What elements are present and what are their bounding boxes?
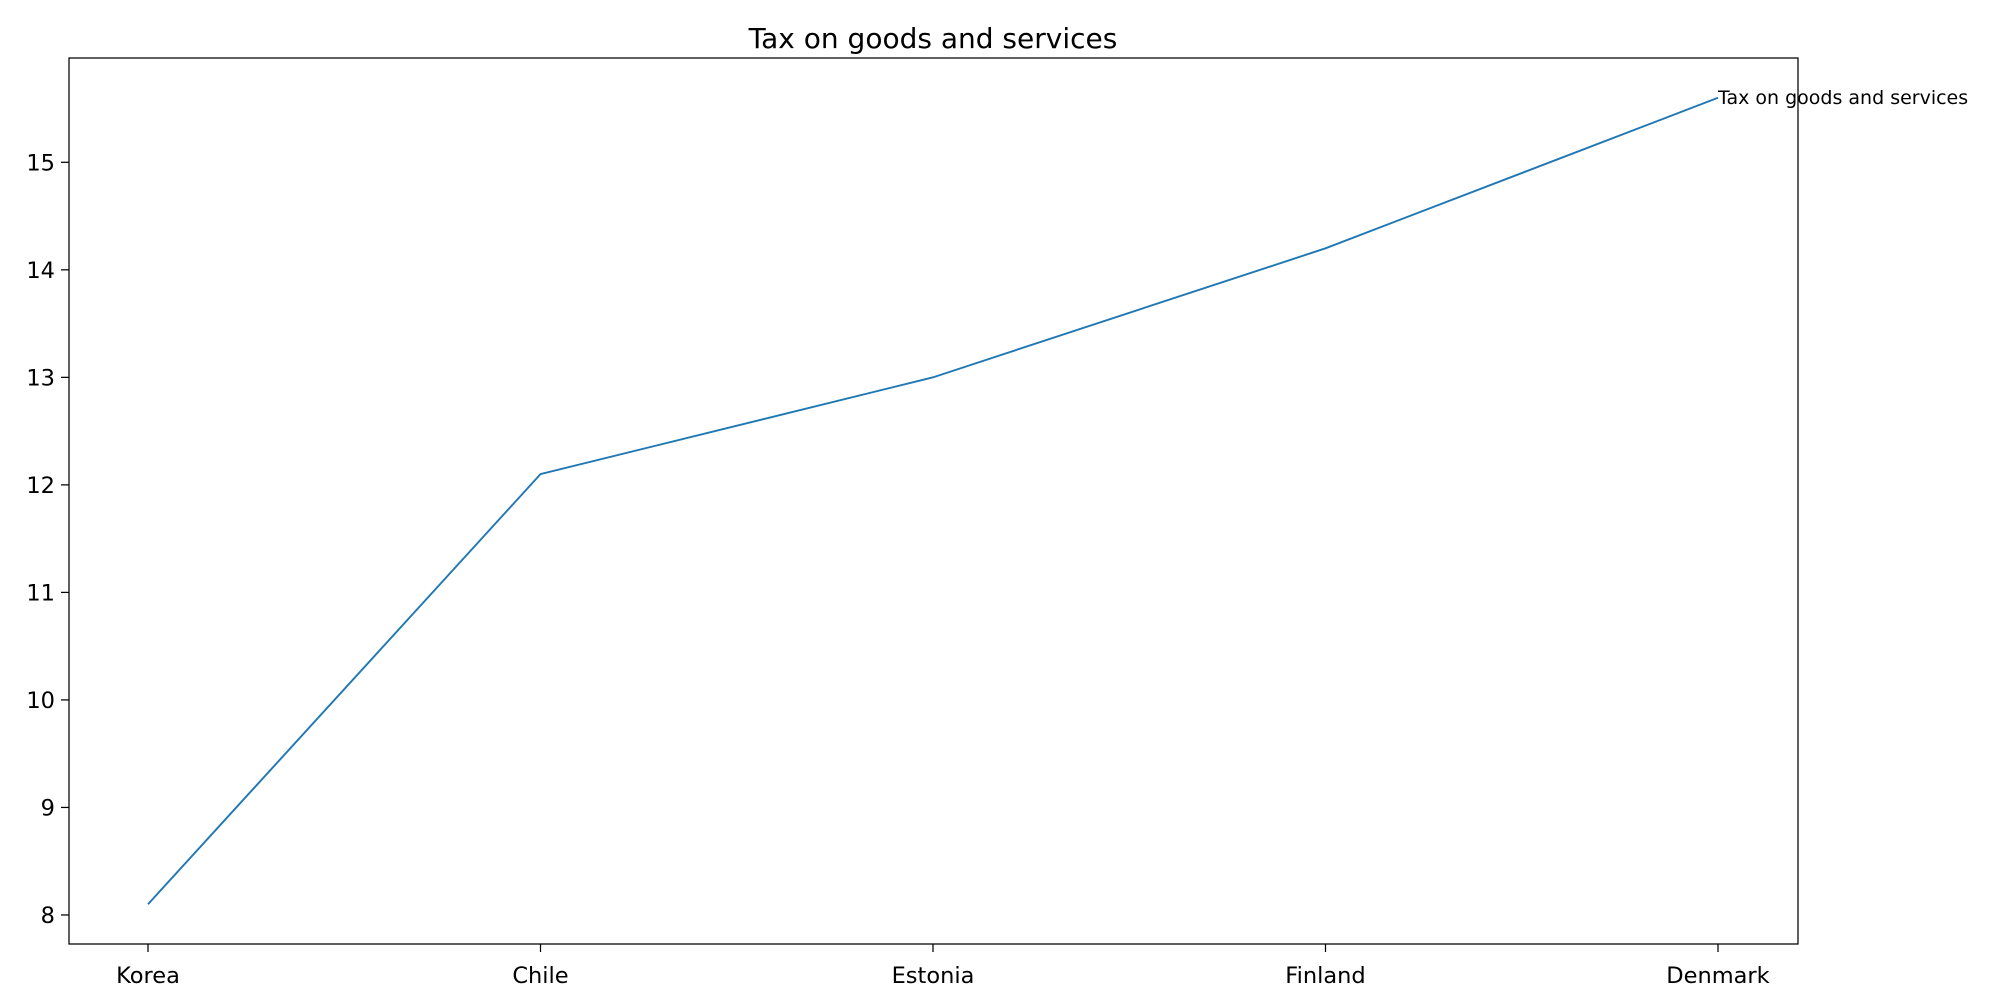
y-tick-label: 15 [26,150,55,176]
series-end-label: Tax on goods and services [1717,87,1968,109]
y-tick-label: 8 [41,903,55,929]
series-layer: Tax on goods and services [147,87,1968,905]
y-axis: 8 9 10 11 12 13 14 15 [26,150,69,929]
series-line [147,96,1719,905]
x-tick-label: Chile [512,963,568,989]
y-tick-label: 10 [26,688,55,714]
y-tick-label: 13 [26,365,55,391]
y-tick-label: 12 [26,473,55,499]
x-tick-label: Denmark [1666,963,1769,989]
y-tick-label: 9 [41,795,55,821]
chart-title: Tax on goods and services [748,22,1118,55]
x-tick-label: Estonia [892,963,975,989]
x-axis: Korea Chile Estonia Finland Denmark [116,944,1770,989]
y-tick-label: 11 [26,580,55,606]
plot-area-frame [68,57,1799,945]
x-tick-label: Finland [1285,963,1365,989]
y-tick-label: 14 [26,258,55,284]
x-tick-label: Korea [116,963,180,989]
